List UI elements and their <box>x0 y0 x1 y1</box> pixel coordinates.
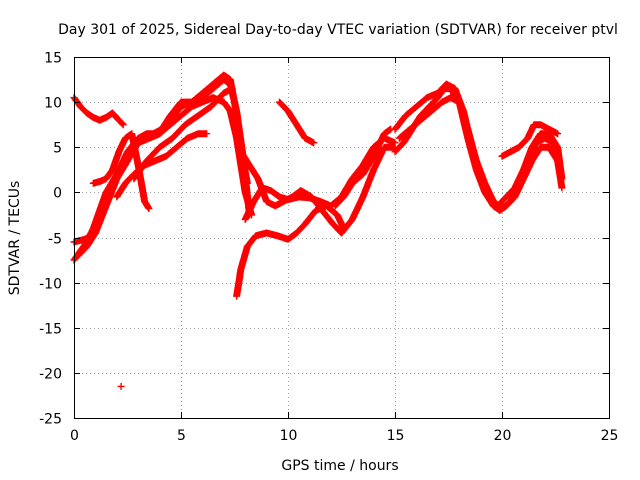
series-arc-11 <box>275 98 318 147</box>
y-tick-label: -10 <box>39 277 62 293</box>
chart-title: Day 301 of 2025, Sidereal Day-to-day VTE… <box>58 22 618 38</box>
series-arc-15 <box>395 94 564 213</box>
series-arc-1 <box>70 94 127 129</box>
marker-trace <box>130 85 236 183</box>
data-layer <box>70 71 566 390</box>
y-tick-label: -25 <box>39 412 62 428</box>
marker-trace <box>237 143 399 237</box>
x-tick-label: 15 <box>387 428 405 444</box>
y-tick-label: -5 <box>48 232 62 248</box>
y-tick-label: -15 <box>39 322 62 338</box>
marker-trace <box>233 202 348 300</box>
marker-trace <box>89 130 153 213</box>
x-axis-label: GPS time / hours <box>281 458 398 474</box>
series-arc-10 <box>237 143 399 237</box>
grid-layer <box>74 57 609 418</box>
y-tick-label: -20 <box>39 367 62 383</box>
series-arc-12 <box>331 125 395 210</box>
y-axis-label: SDTVAR / TECUs <box>7 181 23 296</box>
marker-trace <box>395 94 564 213</box>
series-arc-8 <box>233 202 348 300</box>
y-tick-label: 15 <box>44 51 62 67</box>
marker-trace <box>117 382 125 390</box>
tick-layer: 0 5 10 15 20 25 15 10 5 0 -5 -10 -15 -20 -25 <box>39 51 618 445</box>
marker-trace <box>275 98 318 147</box>
y-tick-label: 5 <box>53 141 62 157</box>
x-tick-label: 25 <box>601 428 619 444</box>
y-tick-label: 10 <box>44 96 62 112</box>
series-arc-5 <box>89 130 153 213</box>
y-tick-label: 0 <box>53 186 62 202</box>
series-arc-16 <box>498 121 562 160</box>
x-tick-label: 5 <box>177 428 186 444</box>
marker-trace <box>74 71 251 259</box>
series-arc-4 <box>74 71 251 259</box>
x-tick-label: 0 <box>70 428 79 444</box>
marker-trace <box>498 121 562 160</box>
series-isolated <box>117 382 125 390</box>
series-arc-7 <box>130 85 236 183</box>
x-tick-label: 20 <box>494 428 512 444</box>
marker-trace <box>70 94 127 129</box>
marker-trace <box>331 125 395 210</box>
x-tick-label: 10 <box>280 428 298 444</box>
